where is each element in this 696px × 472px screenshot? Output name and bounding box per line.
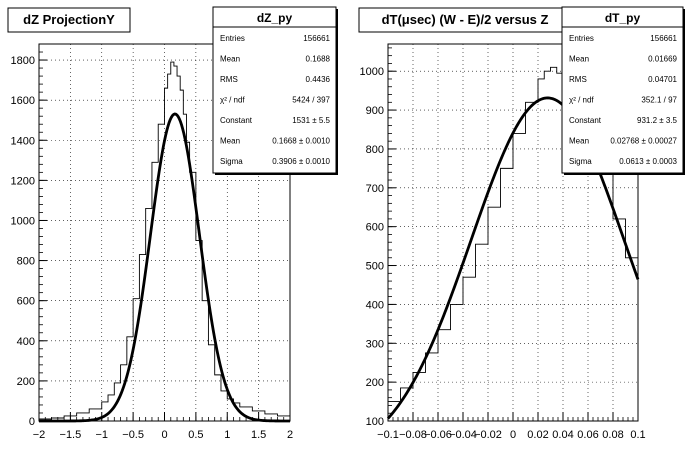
x-tick-label: 0.04 <box>552 429 573 441</box>
y-tick-label: 700 <box>366 183 384 195</box>
stats-row-value: 0.01669 <box>648 55 677 64</box>
y-tick-label: 800 <box>17 256 35 268</box>
y-tick-label: 1400 <box>11 135 35 147</box>
x-tick-label: −1.5 <box>60 429 82 441</box>
histogram-series <box>39 61 291 420</box>
chart-title: dT(μsec) (W - E)/2 versus Z <box>382 12 549 27</box>
stats-row-value: 0.02768 ± 0.00027 <box>610 137 677 146</box>
x-tick-label: 1 <box>224 429 230 441</box>
stats-row-label: χ² / ndf <box>220 96 245 105</box>
y-tick-label: 400 <box>366 299 384 311</box>
stats-row-value: 931.2 ± 3.5 <box>637 116 678 125</box>
y-tick-label: 1600 <box>11 95 35 107</box>
y-tick-label: 300 <box>366 338 384 350</box>
stats-row-label: Mean <box>569 55 589 64</box>
y-tick-label: 200 <box>366 377 384 389</box>
y-tick-label: 100 <box>366 416 384 428</box>
x-tick-label: 0.02 <box>527 429 548 441</box>
x-tick-label: 0 <box>161 429 167 441</box>
y-tick-label: 900 <box>366 105 384 117</box>
stats-row-value: 156661 <box>650 34 677 43</box>
stats-row-label: Sigma <box>569 157 592 166</box>
x-tick-label: −0.06 <box>424 429 452 441</box>
y-tick-label: 400 <box>17 336 35 348</box>
y-tick-label: 1800 <box>11 55 35 67</box>
x-tick-label: −1 <box>95 429 108 441</box>
x-tick-label: −0.08 <box>399 429 427 441</box>
y-tick-label: 800 <box>366 144 384 156</box>
stats-row-value: 156661 <box>303 34 330 43</box>
stats-row-label: RMS <box>569 75 587 84</box>
y-tick-label: 1000 <box>360 66 384 78</box>
stats-row-value: 0.0613 ± 0.0003 <box>619 157 677 166</box>
x-tick-label: 0.5 <box>188 429 203 441</box>
stats-row-value: 5424 / 397 <box>292 96 330 105</box>
stats-row-label: Sigma <box>220 157 243 166</box>
y-tick-label: 1200 <box>11 175 35 187</box>
x-tick-label: −0.5 <box>122 429 144 441</box>
chart-title-box <box>7 7 131 33</box>
stats-row-value: 0.1668 ± 0.0010 <box>272 137 330 146</box>
y-tick-label: 200 <box>17 376 35 388</box>
y-tick-label: 0 <box>29 416 35 428</box>
x-tick-label: 1.5 <box>251 429 266 441</box>
x-tick-label: 2 <box>287 429 293 441</box>
stats-box <box>561 6 684 174</box>
stats-box-title: dT_py <box>605 11 641 25</box>
x-tick-label: −0.02 <box>474 429 502 441</box>
x-tick-label: −2 <box>33 429 46 441</box>
stats-row-value: 0.04701 <box>648 75 677 84</box>
x-tick-label: 0 <box>510 429 516 441</box>
stats-box <box>212 6 337 174</box>
x-tick-label: 0.08 <box>602 429 623 441</box>
stats-row-label: Mean <box>220 55 240 64</box>
chart-title: dZ ProjectionY <box>23 12 115 27</box>
x-tick-label: −0.04 <box>449 429 477 441</box>
stats-row-label: Constant <box>220 116 253 125</box>
stats-row-label: χ² / ndf <box>569 96 594 105</box>
x-tick-label: 0.06 <box>577 429 598 441</box>
stats-row-value: 0.1688 <box>306 55 331 64</box>
stats-box-title: dZ_py <box>257 11 293 25</box>
stats-row-label: Mean <box>220 137 240 146</box>
stats-row-label: Entries <box>220 34 245 43</box>
y-tick-label: 600 <box>17 296 35 308</box>
stats-row-label: Entries <box>569 34 594 43</box>
stats-row-label: RMS <box>220 75 238 84</box>
stats-row-label: Mean <box>569 137 589 146</box>
stats-row-label: Constant <box>569 116 602 125</box>
stats-row-value: 0.3906 ± 0.0010 <box>272 157 330 166</box>
x-tick-label: −0.1 <box>377 429 399 441</box>
y-tick-label: 500 <box>366 261 384 273</box>
y-tick-label: 600 <box>366 222 384 234</box>
chart-panel-2: −0.1 −0.08−0.06−0.04−0.02 0 0.02 0.04 0.06 0.0… <box>358 6 685 441</box>
y-tick-label: 1000 <box>11 215 35 227</box>
stats-row-value: 352.1 / 97 <box>641 96 677 105</box>
stats-row-value: 1531 ± 5.5 <box>292 116 330 125</box>
x-tick-label: 0.1 <box>630 429 645 441</box>
chart-panel-1: −2 −1.5 −1 −0.5 0 0.5 1 1.5 2 0 200 400 600 800 1000 12… <box>7 6 338 441</box>
stats-row-value: 0.4436 <box>306 75 331 84</box>
